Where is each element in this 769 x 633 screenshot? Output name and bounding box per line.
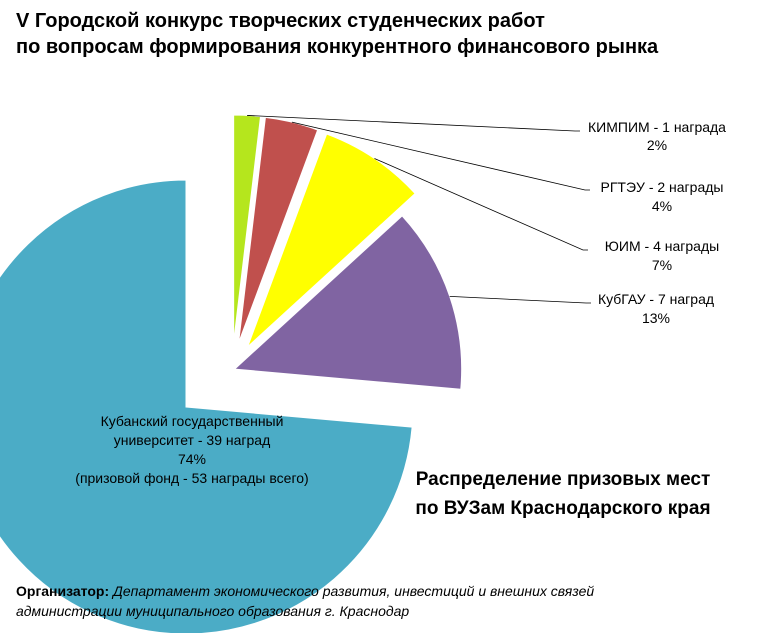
slice-percent-3: 13% (642, 310, 670, 326)
title-line-1: V Городской конкурс творческих студенчес… (16, 10, 545, 32)
leader-line-1 (291, 121, 590, 191)
title-line-2: по вопросам формирования конкурентного ф… (16, 36, 659, 58)
slice-note: (призовой фонд - 53 награды всего) (75, 470, 308, 486)
footer: Организатор: Департамент экономического … (16, 581, 594, 621)
pie-slice-2 (247, 133, 416, 348)
slice-label-1: РГТЭУ - 2 награды (601, 179, 724, 195)
slice-percent-4: 74% (178, 451, 206, 467)
pie-slice-4 (0, 179, 413, 633)
pie-slice-1 (238, 116, 319, 343)
slice-percent-2: 7% (652, 257, 672, 273)
chart-title: V Городской конкурс творческих студенчес… (16, 8, 658, 60)
chart-subtitle: Распределение призовых мест по ВУЗам Кра… (398, 465, 728, 523)
slice-label-3: КубГАУ - 7 наград (598, 291, 714, 307)
footer-org-line-2: администрации муниципального образования… (16, 603, 410, 619)
leader-line-2 (374, 158, 588, 251)
footer-line-1: Организатор: Департамент экономического … (16, 581, 594, 601)
footer-label: Организатор: (16, 583, 110, 599)
subtitle-line-1: Распределение призовых мест (415, 469, 711, 490)
slice-percent-1: 4% (652, 198, 672, 214)
slice-label-line-2: университет - 39 наград (114, 432, 270, 448)
leader-line-0 (247, 115, 580, 132)
subtitle-line-2: по ВУЗам Краснодарского края (415, 498, 711, 519)
slice-label-0: КИМПИМ - 1 награда (588, 119, 726, 135)
footer-org-line-1: Департамент экономического развития, инв… (113, 583, 595, 599)
slice-label-2: ЮИМ - 4 награды (605, 238, 719, 254)
slice-percent-0: 2% (647, 137, 667, 153)
leader-line-3 (449, 296, 591, 304)
footer-line-2: администрации муниципального образования… (16, 601, 594, 621)
slice-label-line-1: Кубанский государственный (101, 413, 284, 429)
